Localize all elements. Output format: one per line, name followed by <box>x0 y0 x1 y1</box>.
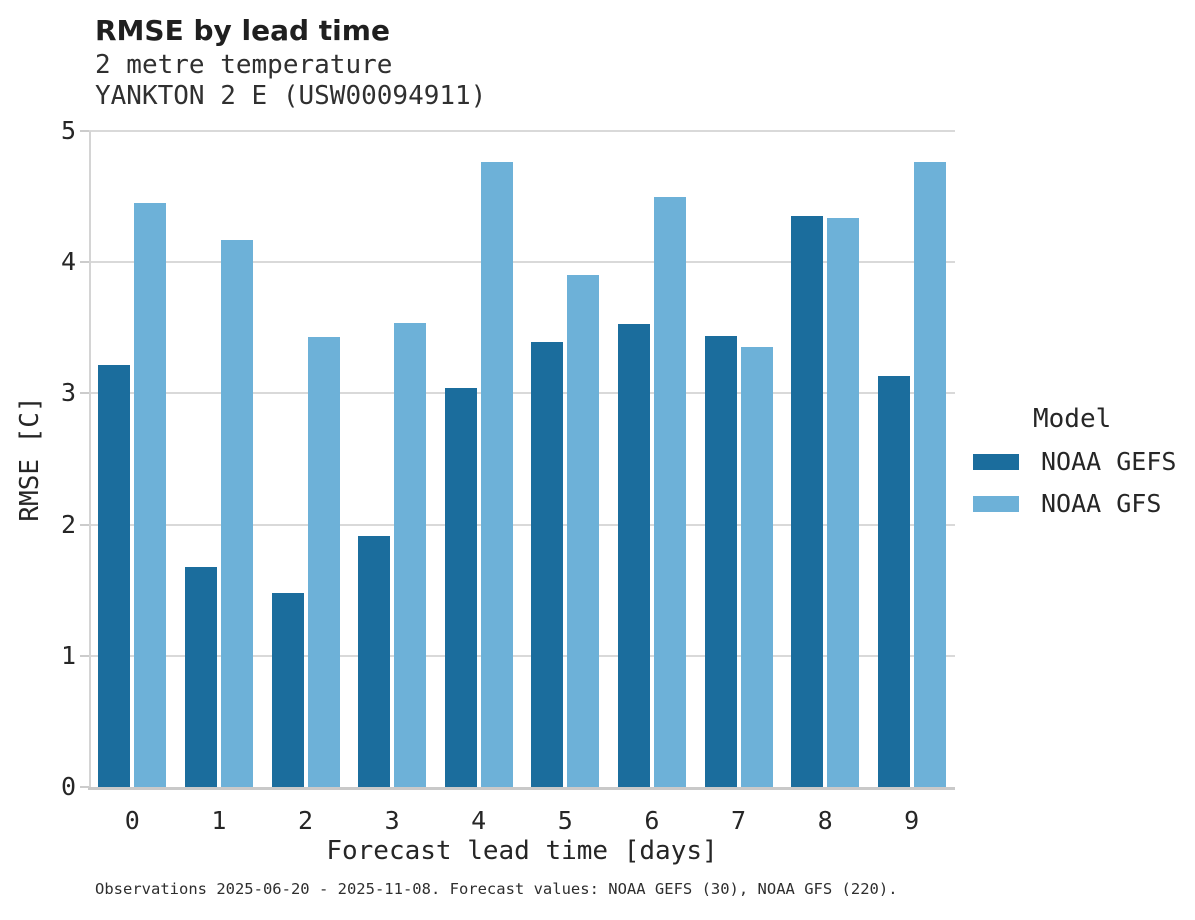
bar-noaa-gfs-9 <box>914 162 946 787</box>
x-axis-label: Forecast lead time [days] <box>326 836 718 866</box>
bar-noaa-gfs-0 <box>134 203 166 787</box>
gridline-y3 <box>89 392 955 395</box>
x-tick-label-4: 4 <box>471 806 487 835</box>
legend-item-noaa-gfs: NOAA GFS <box>973 489 1176 518</box>
gridline-y4 <box>89 261 955 264</box>
legend-title: Model <box>1033 404 1112 434</box>
x-tick-label-0: 0 <box>124 806 140 835</box>
chart-title: RMSE by lead time <box>95 14 390 47</box>
bar-noaa-gefs-4 <box>445 388 477 787</box>
bar-noaa-gfs-5 <box>567 275 599 787</box>
x-axis-line <box>88 787 955 790</box>
gridline-y1 <box>89 654 955 657</box>
plot-area <box>88 130 955 790</box>
y-tick-label-4: 4 <box>60 247 76 277</box>
y-tick-mark-5 <box>80 130 89 132</box>
bar-noaa-gefs-7 <box>705 336 737 787</box>
chart-subtitle-variable: 2 metre temperature <box>95 50 393 80</box>
legend: Model NOAA GEFS NOAA GFS <box>973 404 1176 518</box>
bar-noaa-gefs-1 <box>185 567 217 787</box>
bar-noaa-gefs-2 <box>272 593 304 787</box>
y-tick-label-2: 2 <box>60 509 76 539</box>
x-tick-label-2: 2 <box>297 806 314 835</box>
legend-label: NOAA GFS <box>1041 489 1162 518</box>
caption: Observations 2025-06-20 - 2025-11-08. Fo… <box>95 880 898 898</box>
chart-subtitle-station: YANKTON 2 E (USW00094911) <box>95 81 487 111</box>
bar-noaa-gfs-8 <box>827 218 859 787</box>
gridline-y5 <box>89 130 955 132</box>
bar-noaa-gefs-5 <box>531 342 563 787</box>
y-tick-mark-3 <box>80 392 89 395</box>
y-tick-label-0: 0 <box>60 772 76 801</box>
y-tick-label-5: 5 <box>60 116 76 145</box>
y-tick-mark-2 <box>80 523 89 526</box>
y-tick-label-1: 1 <box>60 640 76 670</box>
bar-noaa-gfs-1 <box>221 240 253 787</box>
bar-noaa-gefs-3 <box>358 536 390 787</box>
y-axis-line <box>89 131 91 787</box>
gridline-y2 <box>89 523 955 526</box>
bar-noaa-gefs-8 <box>791 216 823 787</box>
legend-swatch <box>973 453 1019 470</box>
x-tick-label-6: 6 <box>644 806 660 835</box>
y-tick-mark-0 <box>80 786 89 788</box>
y-tick-mark-1 <box>80 654 89 657</box>
x-tick-label-5: 5 <box>557 806 573 835</box>
y-tick-mark-4 <box>80 261 89 264</box>
x-tick-label-8: 8 <box>817 806 833 835</box>
y-axis-label: RMSE [C] <box>15 396 45 522</box>
legend-item-noaa-gefs: NOAA GEFS <box>973 447 1176 476</box>
bar-noaa-gfs-7 <box>741 347 773 787</box>
x-tick-label-1: 1 <box>211 806 227 835</box>
bar-noaa-gfs-4 <box>481 162 513 787</box>
bar-noaa-gefs-9 <box>878 376 910 787</box>
legend-entries: NOAA GEFS NOAA GFS <box>973 447 1176 518</box>
legend-label: NOAA GEFS <box>1041 447 1177 476</box>
bar-noaa-gfs-6 <box>654 197 686 787</box>
bar-noaa-gfs-3 <box>394 323 426 787</box>
legend-swatch <box>973 495 1019 512</box>
bar-noaa-gefs-6 <box>618 324 650 787</box>
x-tick-label-7: 7 <box>730 806 747 835</box>
x-tick-label-9: 9 <box>904 806 920 835</box>
bar-noaa-gfs-2 <box>308 337 340 787</box>
x-tick-label-3: 3 <box>384 806 400 835</box>
y-tick-label-3: 3 <box>60 378 76 408</box>
bar-noaa-gefs-0 <box>98 365 130 787</box>
